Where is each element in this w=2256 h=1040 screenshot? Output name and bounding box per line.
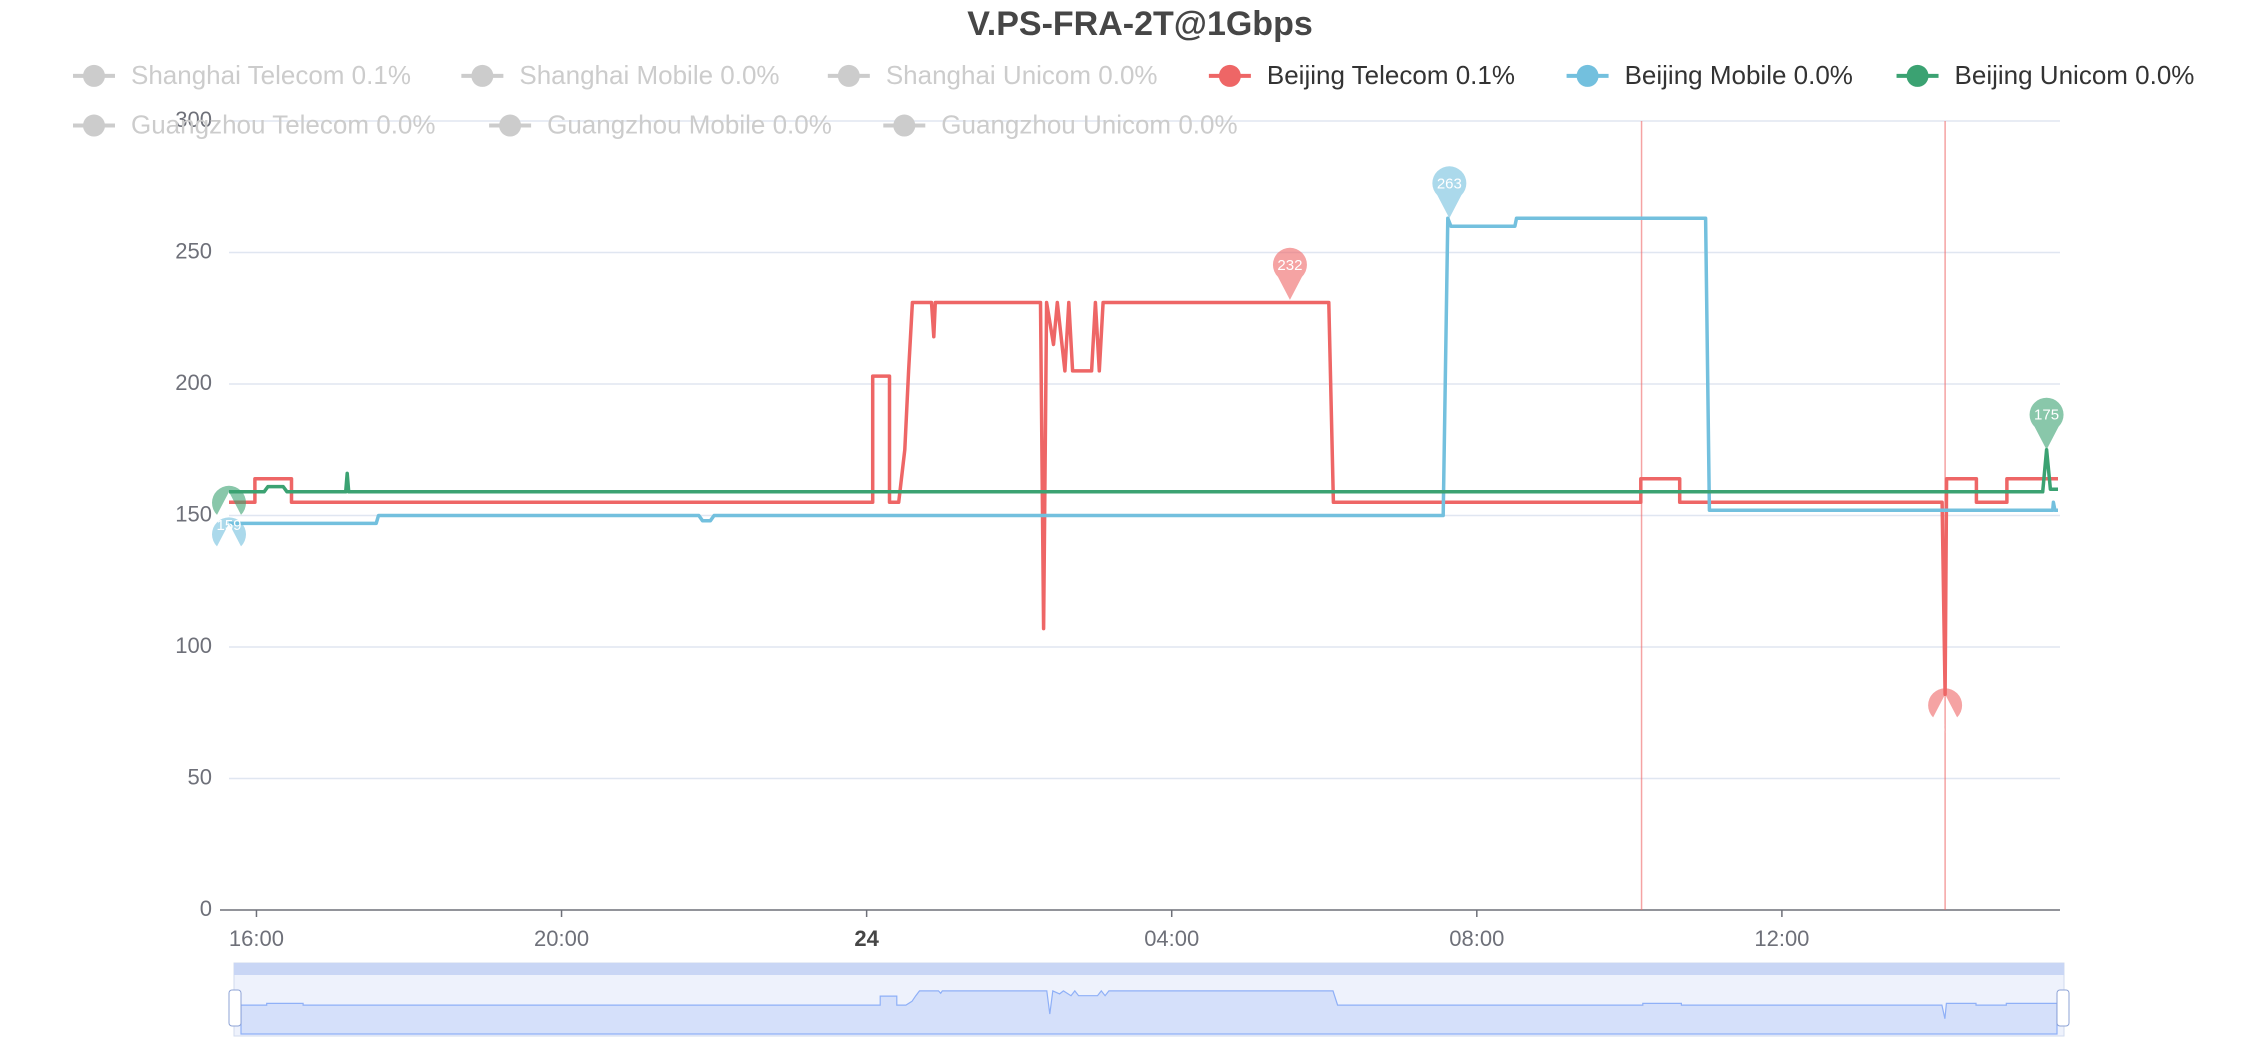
y-tick-label: 300 (175, 107, 212, 132)
legend-item[interactable]: Guangzhou Mobile 0.0% (489, 109, 832, 139)
marker-pin (2029, 397, 2064, 450)
marker-label: 175 (2034, 407, 2059, 424)
legend-label: Shanghai Telecom 0.1% (131, 60, 411, 90)
legend-item[interactable]: Guangzhou Telecom 0.0% (73, 109, 436, 139)
zoom-bar (234, 963, 2064, 975)
legend-item[interactable]: Beijing Unicom 0.0% (1896, 60, 2195, 90)
marker-label: 263 (1437, 175, 1462, 192)
legend-label: Guangzhou Telecom 0.0% (131, 109, 436, 139)
legend-dot (1218, 64, 1241, 87)
x-tick-label: 24 (854, 926, 879, 951)
zoom-overview (240, 989, 2058, 1035)
legend-dot (837, 64, 860, 87)
x-tick-label: 12:00 (1754, 926, 1809, 951)
zoom-handle-left[interactable] (228, 989, 242, 1027)
legend-item[interactable]: Beijing Mobile 0.0% (1566, 60, 1853, 90)
legend-item[interactable]: Shanghai Telecom 0.1% (73, 60, 411, 90)
legend-dot (83, 114, 105, 137)
legend-label: Beijing Unicom 0.0% (1955, 60, 2195, 90)
legend-dot (893, 114, 916, 137)
zoom-handle-right[interactable] (2056, 989, 2070, 1027)
marker-pin (1432, 166, 1467, 219)
legend-label: Guangzhou Unicom 0.0% (941, 109, 1237, 139)
legend-label: Shanghai Unicom 0.0% (886, 60, 1158, 90)
x-tick-label: 20:00 (534, 926, 589, 951)
legend-label: Guangzhou Mobile 0.0% (547, 109, 832, 139)
legend-label: Shanghai Mobile 0.0% (519, 60, 779, 90)
legend-item[interactable]: Shanghai Mobile 0.0% (461, 60, 780, 90)
marker-pin (1928, 688, 1963, 718)
legend-dot (1576, 64, 1599, 87)
x-tick-label: 16:00 (229, 926, 284, 951)
marker-pin (212, 517, 246, 547)
legend-label: Beijing Mobile 0.0% (1625, 60, 1853, 90)
marker-label: 82 (1937, 719, 1954, 736)
y-tick-label: 0 (200, 896, 212, 921)
legend-label: Beijing Telecom 0.1% (1267, 60, 1515, 90)
legend-dot (83, 64, 105, 87)
legend-item[interactable]: Shanghai Unicom 0.0% (827, 60, 1158, 90)
y-tick-label: 50 (188, 764, 212, 789)
x-tick-label: 04:00 (1144, 926, 1199, 951)
series-line (229, 447, 2058, 494)
y-tick-label: 100 (175, 633, 212, 658)
legend-dot (499, 114, 522, 137)
y-tick-label: 150 (175, 501, 212, 526)
y-tick-label: 250 (175, 238, 212, 263)
marker-pin (212, 485, 246, 515)
legend-item[interactable]: Guangzhou Unicom 0.0% (883, 109, 1238, 139)
marker-label: 147 (216, 548, 241, 565)
y-tick-label: 200 (175, 370, 212, 395)
marker-label: 159 (216, 517, 241, 534)
series-line (229, 216, 2058, 526)
marker-label: 232 (1277, 257, 1302, 274)
x-tick-label: 08:00 (1449, 926, 1504, 951)
legend-item[interactable]: Beijing Telecom 0.1% (1208, 60, 1515, 90)
chart-title: V.PS-FRA-2T@1Gbps (967, 5, 1313, 43)
data-zoom[interactable] (228, 962, 2070, 1037)
series-line (229, 300, 2058, 697)
marker-pin (1272, 247, 1307, 300)
legend-dot (471, 64, 494, 87)
legend-dot (1906, 64, 1929, 87)
